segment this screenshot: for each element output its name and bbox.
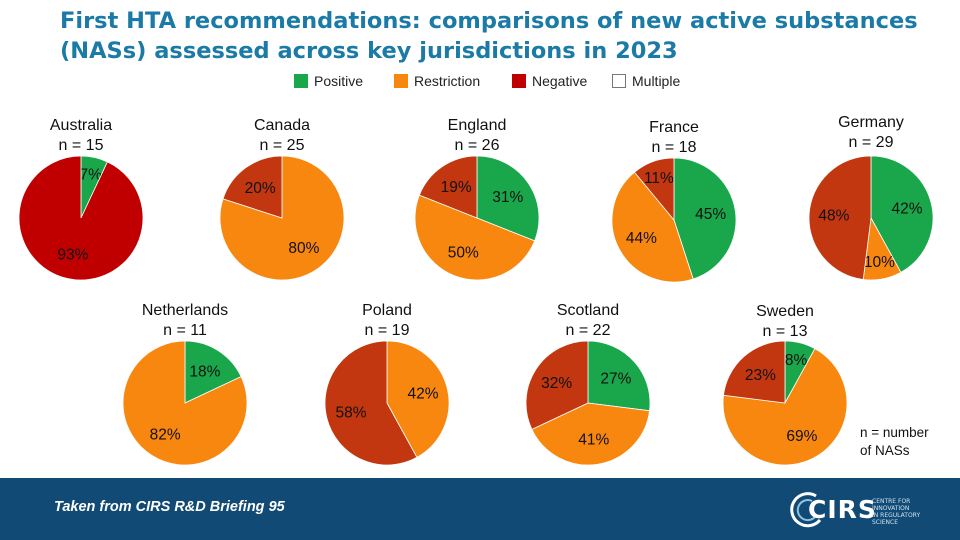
source-note: Taken from CIRS R&D Briefing 95 — [54, 499, 285, 515]
logo-wordmark: CIRS — [808, 495, 877, 524]
slice-label-england-restriction: 50% — [448, 245, 479, 262]
slice-scotland-positive — [587, 340, 651, 412]
pie-n-australia: n = 15 — [59, 137, 104, 154]
slice-label-scotland-positive: 27% — [600, 370, 631, 387]
slice-label-poland-restriction: 42% — [407, 386, 438, 403]
slice-label-netherlands-positive: 18% — [189, 364, 220, 381]
pie-poland: 42% 58% Poland n = 19 — [324, 302, 450, 466]
pie-scotland: 27% 41% 32% Scotland n = 22 — [525, 302, 651, 466]
pie-title-england: England — [448, 117, 507, 134]
pie-n-poland: n = 19 — [365, 322, 410, 339]
pie-n-canada: n = 25 — [260, 137, 305, 154]
footnote: n = number of NASs — [860, 424, 956, 460]
pie-title-australia: Australia — [50, 117, 112, 134]
pie-charts: 7% 93% Australia n = 15 80% 20% Canada n = 25 31… — [18, 114, 934, 466]
slice-france-positive — [673, 157, 737, 280]
slice-label-scotland-restriction: 41% — [578, 432, 609, 449]
pie-title-germany: Germany — [838, 114, 904, 131]
legend-label-negative: Negative — [532, 73, 588, 89]
slice-label-france-positive: 45% — [695, 206, 726, 223]
footer-bar: Taken from CIRS R&D Briefing 95 CIRS CEN… — [0, 478, 960, 540]
slice-label-netherlands-restriction: 82% — [150, 426, 181, 443]
pie-n-england: n = 26 — [455, 137, 500, 154]
legend-label-positive: Positive — [314, 73, 364, 89]
slice-england-negative — [418, 155, 478, 219]
legend-swatch-positive — [294, 74, 308, 88]
slice-label-germany-positive: 42% — [891, 201, 922, 218]
slice-label-sweden-restriction: 69% — [786, 428, 817, 445]
slice-netherlands-positive — [184, 340, 242, 404]
pie-n-france: n = 18 — [652, 139, 697, 156]
pie-title-canada: Canada — [254, 117, 310, 134]
legend-item-positive: Positive — [294, 73, 363, 89]
slice-label-england-positive: 31% — [492, 189, 523, 206]
legend-swatch-restriction — [394, 74, 408, 88]
pie-title-scotland: Scotland — [557, 302, 619, 319]
legend-item-negative: Negative — [512, 73, 587, 89]
pie-n-scotland: n = 22 — [566, 322, 611, 339]
slice-germany-negative — [808, 155, 872, 280]
slice-scotland-restriction — [531, 402, 650, 466]
footnote-line-1: n = number — [860, 425, 929, 440]
logo-subtitle: CENTRE FOR INNOVATION IN REGULATORY SCIE… — [872, 498, 942, 526]
slice-scotland-negative — [525, 340, 589, 430]
pie-title-poland: Poland — [362, 302, 412, 319]
pie-title-sweden: Sweden — [756, 303, 814, 320]
slice-netherlands-restriction — [122, 340, 248, 466]
pie-n-netherlands: n = 11 — [163, 322, 207, 339]
slice-england-restriction — [414, 194, 536, 281]
legend-item-restriction: Restriction — [394, 73, 480, 89]
slice-germany-positive — [870, 155, 934, 273]
slice-label-germany-negative: 48% — [818, 208, 849, 225]
slice-france-negative — [633, 157, 675, 222]
pie-australia: 7% 93% Australia n = 15 — [18, 117, 144, 281]
slice-label-poland-negative: 58% — [335, 404, 366, 421]
slice-poland-negative — [324, 340, 418, 466]
slice-australia-negative — [18, 155, 144, 281]
pie-title-netherlands: Netherlands — [142, 302, 228, 319]
slice-poland-restriction — [386, 340, 450, 458]
legend-swatch-negative — [512, 74, 526, 88]
logo-subtitle-line-2: IN REGULATORY SCIENCE — [872, 512, 921, 526]
slice-label-scotland-negative: 32% — [541, 375, 572, 392]
slice-label-sweden-positive: 8% — [785, 352, 808, 369]
legend-swatch-multiple — [612, 74, 626, 88]
pie-germany: 42% 10% 48% Germany n = 29 — [808, 114, 934, 281]
logo-subtitle-line-1: CENTRE FOR INNOVATION — [872, 498, 911, 512]
slice-label-australia-negative: 93% — [57, 246, 88, 263]
slice-label-australia-positive: 7% — [79, 166, 102, 183]
pie-title-france: France — [649, 119, 699, 136]
slice-label-england-negative: 19% — [441, 179, 472, 196]
slice-label-canada-negative: 20% — [245, 180, 276, 197]
legend-item-multiple: Multiple — [612, 73, 680, 89]
slice-england-positive — [476, 155, 540, 242]
slice-label-france-negative: 11% — [644, 170, 674, 187]
slice-label-canada-restriction: 80% — [288, 240, 319, 257]
legend: Positive Restriction Negative Multiple — [294, 73, 724, 93]
footnote-line-2: of NASs — [860, 443, 910, 458]
pie-n-sweden: n = 13 — [763, 323, 808, 340]
slice-label-france-restriction: 44% — [626, 230, 657, 247]
pie-netherlands: 18% 82% Netherlands n = 11 — [122, 302, 248, 466]
pie-sweden: 8% 69% 23% Sweden n = 13 — [722, 303, 848, 466]
slice-france-restriction — [611, 171, 694, 283]
slice-sweden-restriction — [722, 348, 848, 466]
slice-canada-negative — [222, 155, 283, 219]
pie-england: 31% 50% 19% England n = 26 — [414, 117, 540, 281]
cirs-logo: CIRS CENTRE FOR INNOVATION IN REGULATORY… — [786, 490, 936, 530]
pie-n-germany: n = 29 — [849, 134, 894, 151]
logo-swoosh-icon — [790, 492, 822, 528]
legend-label-multiple: Multiple — [632, 73, 681, 89]
legend-label-restriction: Restriction — [414, 73, 481, 89]
slice-label-germany-restriction: 10% — [864, 254, 895, 271]
slice-label-sweden-negative: 23% — [745, 367, 776, 384]
page-title: First HTA recommendations: comparisons o… — [60, 8, 918, 64]
pie-canada: 80% 20% Canada n = 25 — [219, 117, 345, 281]
pie-france: 45% 44% 11% France n = 18 — [611, 119, 737, 283]
slice-sweden-negative — [723, 340, 786, 404]
